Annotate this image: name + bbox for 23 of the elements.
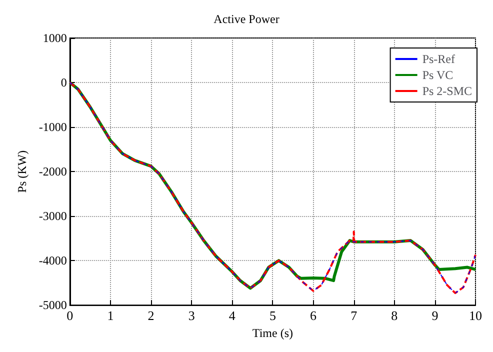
x-tick-label: 5 [269,308,276,324]
legend-label: Ps 2-SMC [422,84,472,98]
y-tick-label: -3000 [38,209,67,224]
x-tick-label: 10 [469,308,482,324]
x-tick-label: 9 [432,308,438,324]
y-tick-label: -2000 [38,164,67,179]
x-tick-label: 2 [148,308,154,324]
legend-label: Ps-Ref [422,52,455,66]
y-tick-label: -5000 [38,298,67,312]
y-tick-label: -4000 [38,254,67,268]
x-tick-label: 6 [310,308,318,324]
x-axis-title: Time (s) [252,326,293,340]
x-tick-label: 1 [107,308,114,324]
x-tick-label: 7 [350,308,358,324]
legend-label: Ps VC [422,68,454,82]
x-tick-label: 4 [228,308,236,324]
y-tick-label: -1000 [38,120,67,134]
x-tick-label: 3 [188,308,195,324]
y-tick-label: 1000 [42,31,67,45]
y-tick-label: 0 [60,76,67,90]
y-axis-title: Ps (KW) [15,150,29,193]
x-tick-label: 8 [391,308,398,324]
chart-title: Active Power [214,12,280,26]
